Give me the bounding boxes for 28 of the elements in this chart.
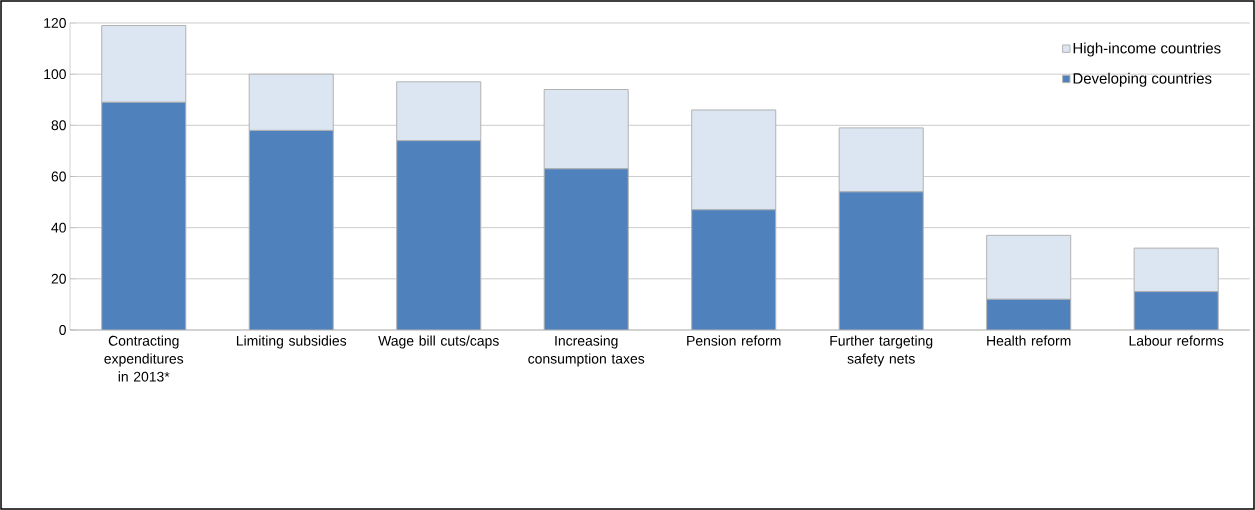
bar	[101, 101, 187, 330]
bar	[838, 191, 924, 330]
y-tick-label: 0	[59, 325, 66, 335]
y-tick-label: 100	[44, 69, 66, 80]
x-tick-label: Increasing consumption taxes	[528, 335, 645, 367]
y-tick-label: 40	[51, 222, 66, 233]
x-tick-label: Limiting subsidies	[236, 335, 347, 349]
bar	[691, 209, 777, 330]
y-tick-label: 20	[51, 273, 66, 284]
x-tick-label: Contracting expenditures in 2013*	[104, 335, 184, 382]
x-tick-label: Labour reforms	[1129, 335, 1224, 346]
y-tick-label: 80	[51, 120, 66, 131]
bar	[986, 298, 1072, 330]
x-tick-label: Further targeting safety nets	[830, 335, 933, 367]
x-tick-label: Health reform	[987, 335, 1071, 346]
bar	[1133, 291, 1219, 330]
y-tick-label: 120	[44, 18, 66, 28]
bar	[543, 168, 629, 330]
x-tick-label: Wage bill cuts/caps	[378, 335, 499, 349]
bar	[838, 127, 924, 193]
y-tick-label: 60	[51, 171, 66, 182]
legend-label: High-income countries	[1073, 42, 1221, 57]
x-tick-label: Pension reform	[687, 335, 781, 346]
bar	[396, 140, 482, 330]
bar	[691, 109, 777, 211]
bar	[248, 129, 334, 330]
bar	[986, 234, 1072, 300]
legend-label: Developing countries	[1073, 72, 1212, 87]
